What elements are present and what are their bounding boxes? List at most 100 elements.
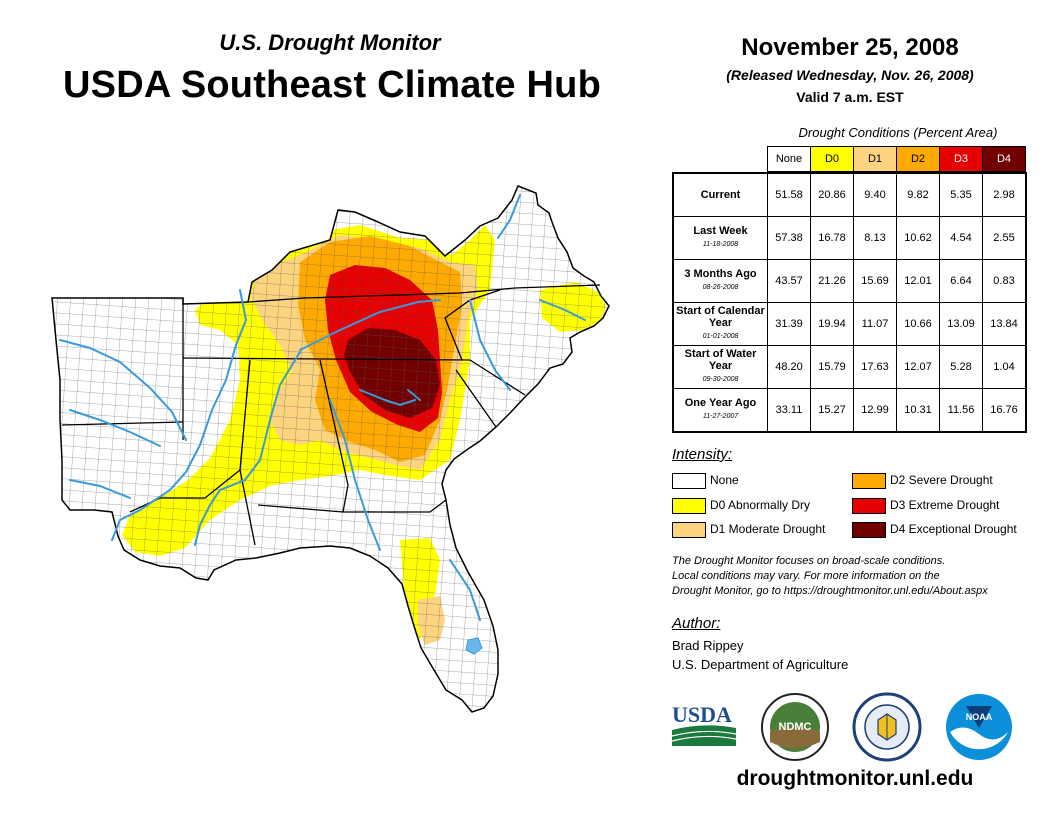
row-label: 3 Months Ago bbox=[684, 268, 757, 280]
row-label: Last Week bbox=[693, 225, 748, 237]
legend-swatch bbox=[672, 497, 706, 514]
cell-d1: 17.63 bbox=[853, 345, 897, 389]
note-line: The Drought Monitor focuses on broad-sca… bbox=[672, 555, 946, 567]
cell-none: 31.39 bbox=[767, 302, 811, 346]
southeast-drought-map bbox=[51, 185, 610, 713]
cell-none: 48.20 bbox=[767, 345, 811, 389]
usda-logo-icon: USDA bbox=[671, 702, 737, 746]
legend-title: Intensity: bbox=[672, 446, 733, 463]
cell-d1: 8.13 bbox=[853, 216, 897, 260]
table-row: Last Week 11-18-2008 57.38 16.78 8.13 10.… bbox=[672, 216, 1027, 260]
legend-swatch bbox=[852, 521, 886, 538]
author-title: Author: bbox=[672, 615, 721, 632]
cell-d2: 12.01 bbox=[896, 259, 940, 303]
row-label-cell: 3 Months Ago 08-26-2008 bbox=[672, 259, 768, 303]
col-d0: D0 bbox=[810, 146, 854, 172]
lake-okeechobee bbox=[465, 637, 483, 655]
row-date: 11-18-2008 bbox=[702, 241, 739, 248]
noaa-logo-text: NOAA bbox=[966, 712, 993, 722]
row-date: 09-30-2008 bbox=[702, 376, 739, 383]
cell-d2: 12.07 bbox=[896, 345, 940, 389]
author-org: U.S. Department of Agriculture bbox=[672, 657, 849, 672]
cell-d3: 13.09 bbox=[939, 302, 983, 346]
row-date: 01-01-2008 bbox=[702, 333, 739, 340]
cell-d3: 5.28 bbox=[939, 345, 983, 389]
note-line: Local conditions may vary. For more info… bbox=[672, 570, 940, 582]
table-row: One Year Ago 11-27-2007 33.11 15.27 12.99… bbox=[672, 388, 1027, 433]
cell-d0: 19.94 bbox=[810, 302, 854, 346]
cell-d4: 2.98 bbox=[982, 172, 1027, 217]
cell-none: 51.58 bbox=[767, 172, 811, 217]
cell-d2: 10.62 bbox=[896, 216, 940, 260]
cell-d3: 4.54 bbox=[939, 216, 983, 260]
legend-item-d4: D4 Exceptional Drought bbox=[852, 520, 1017, 538]
info-note: The Drought Monitor focuses on broad-sca… bbox=[672, 554, 1052, 599]
cell-d3: 5.35 bbox=[939, 172, 983, 217]
cell-d0: 20.86 bbox=[810, 172, 854, 217]
col-none: None bbox=[767, 146, 811, 172]
cell-d1: 15.69 bbox=[853, 259, 897, 303]
cell-d2: 10.66 bbox=[896, 302, 940, 346]
map-subtitle: U.S. Drought Monitor bbox=[219, 30, 441, 55]
col-d1: D1 bbox=[853, 146, 897, 172]
cell-d2: 9.82 bbox=[896, 172, 940, 217]
rivers bbox=[59, 194, 586, 621]
legend-item-d0: D0 Abnormally Dry bbox=[672, 496, 810, 514]
cell-d2: 10.31 bbox=[896, 388, 940, 433]
map-title: USDA Southeast Climate Hub bbox=[63, 64, 601, 106]
legend-swatch bbox=[852, 472, 886, 489]
row-label: Current bbox=[672, 172, 768, 217]
legend-label: D3 Extreme Drought bbox=[890, 498, 1000, 512]
table-row: Start of Water Year 09-30-2008 48.20 15.7… bbox=[672, 345, 1027, 389]
cell-d0: 15.27 bbox=[810, 388, 854, 433]
legend-item-d3: D3 Extreme Drought bbox=[852, 496, 999, 514]
author-name: Brad Rippey bbox=[672, 638, 744, 653]
cell-none: 43.57 bbox=[767, 259, 811, 303]
legend-label: D0 Abnormally Dry bbox=[710, 498, 811, 512]
legend-swatch bbox=[852, 497, 886, 514]
cell-d3: 11.56 bbox=[939, 388, 983, 433]
row-label-cell: Start of Calendar Year 01-01-2008 bbox=[672, 302, 768, 346]
legend-label: None bbox=[710, 473, 739, 487]
usda-logo-text: USDA bbox=[672, 702, 732, 727]
cell-d4: 2.55 bbox=[982, 216, 1027, 260]
legend-item-none: None bbox=[672, 471, 739, 489]
col-d4: D4 bbox=[982, 146, 1026, 172]
valid-time: Valid 7 a.m. EST bbox=[796, 89, 904, 105]
category-header: None D0 D1 D2 D3 D4 bbox=[767, 146, 1026, 172]
legend-item-d1: D1 Moderate Drought bbox=[672, 520, 825, 538]
cell-d1: 12.99 bbox=[853, 388, 897, 433]
cell-none: 33.11 bbox=[767, 388, 811, 433]
cell-none: 57.38 bbox=[767, 216, 811, 260]
ndmc-logo-text: NDMC bbox=[779, 721, 812, 733]
cell-d4: 16.76 bbox=[982, 388, 1027, 433]
cell-d4: 1.04 bbox=[982, 345, 1027, 389]
row-date: 08-26-2008 bbox=[702, 284, 739, 291]
row-label-cell: Start of Water Year 09-30-2008 bbox=[672, 345, 768, 389]
cell-d4: 0.83 bbox=[982, 259, 1027, 303]
ndmc-logo-icon: NDMC bbox=[761, 693, 829, 761]
note-line: Drought Monitor, go to https://droughtmo… bbox=[672, 585, 988, 597]
cell-d4: 13.84 bbox=[982, 302, 1027, 346]
website-link[interactable]: droughtmonitor.unl.edu bbox=[736, 767, 974, 790]
table-row: Start of Calendar Year 01-01-2008 31.39 1… bbox=[672, 302, 1027, 346]
cell-d0: 21.26 bbox=[810, 259, 854, 303]
row-date: 11-27-2007 bbox=[702, 413, 739, 420]
col-d3: D3 bbox=[939, 146, 983, 172]
cell-d3: 6.64 bbox=[939, 259, 983, 303]
legend-swatch bbox=[672, 521, 706, 538]
noaa-logo-icon: NOAA bbox=[946, 694, 1012, 760]
drought-stats-table: Current 51.58 20.86 9.40 9.82 5.35 2.98 … bbox=[672, 172, 1027, 433]
commerce-seal-icon bbox=[852, 692, 922, 762]
release-date: (Released Wednesday, Nov. 26, 2008) bbox=[726, 67, 974, 83]
legend-label: D4 Exceptional Drought bbox=[890, 522, 1017, 536]
row-label: Start of Calendar Year bbox=[676, 305, 765, 329]
table-row: Current 51.58 20.86 9.40 9.82 5.35 2.98 bbox=[672, 172, 1027, 217]
table-row: 3 Months Ago 08-26-2008 43.57 21.26 15.69… bbox=[672, 259, 1027, 303]
legend-label: D2 Severe Drought bbox=[890, 473, 993, 487]
legend-label: D1 Moderate Drought bbox=[710, 522, 826, 536]
cell-d1: 9.40 bbox=[853, 172, 897, 217]
report-date: November 25, 2008 bbox=[741, 34, 959, 61]
row-label-cell: One Year Ago 11-27-2007 bbox=[672, 388, 768, 433]
col-d2: D2 bbox=[896, 146, 940, 172]
